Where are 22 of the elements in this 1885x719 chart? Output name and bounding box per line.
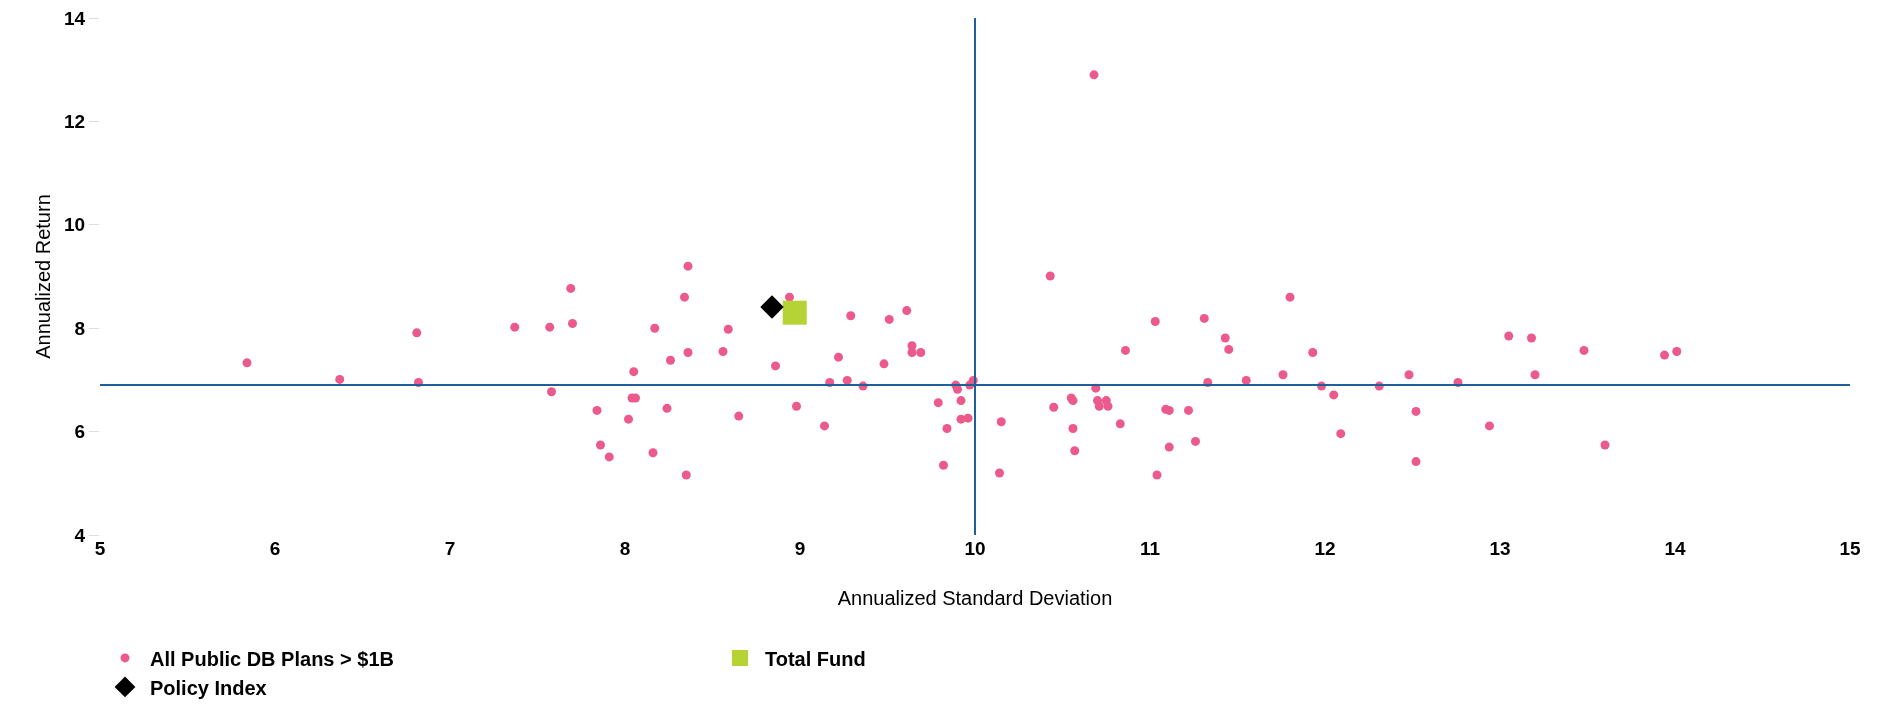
y-axis-title: Annualized Return bbox=[32, 194, 54, 359]
y-tick-label: 12 bbox=[64, 111, 86, 133]
y-tick-label: 14 bbox=[64, 7, 86, 29]
legend-label: All Public DB Plans > $1B bbox=[150, 647, 394, 670]
y-tick-label: 10 bbox=[64, 214, 86, 236]
y-tick-label: 4 bbox=[74, 524, 86, 546]
y-tick-label: 8 bbox=[74, 317, 86, 339]
legend-label: Total Fund bbox=[765, 647, 866, 670]
x-tick-label: 13 bbox=[1489, 538, 1511, 559]
x-tick-label: 7 bbox=[444, 538, 456, 559]
x-tick-label: 10 bbox=[964, 538, 986, 559]
x-tick-label: 9 bbox=[794, 538, 806, 559]
x-tick-label: 12 bbox=[1314, 538, 1336, 559]
x-tick-label: 6 bbox=[269, 538, 281, 559]
x-axis-title: Annualized Standard Deviation bbox=[837, 587, 1113, 609]
x-tick-label: 14 bbox=[1664, 538, 1686, 559]
x-tick-label: 8 bbox=[619, 538, 631, 559]
x-tick-label: 11 bbox=[1139, 538, 1161, 559]
legend-label: Policy Index bbox=[150, 676, 267, 699]
y-tick-label: 6 bbox=[74, 421, 86, 443]
x-tick-label: 15 bbox=[1839, 538, 1861, 559]
x-tick-label: 5 bbox=[94, 538, 106, 559]
